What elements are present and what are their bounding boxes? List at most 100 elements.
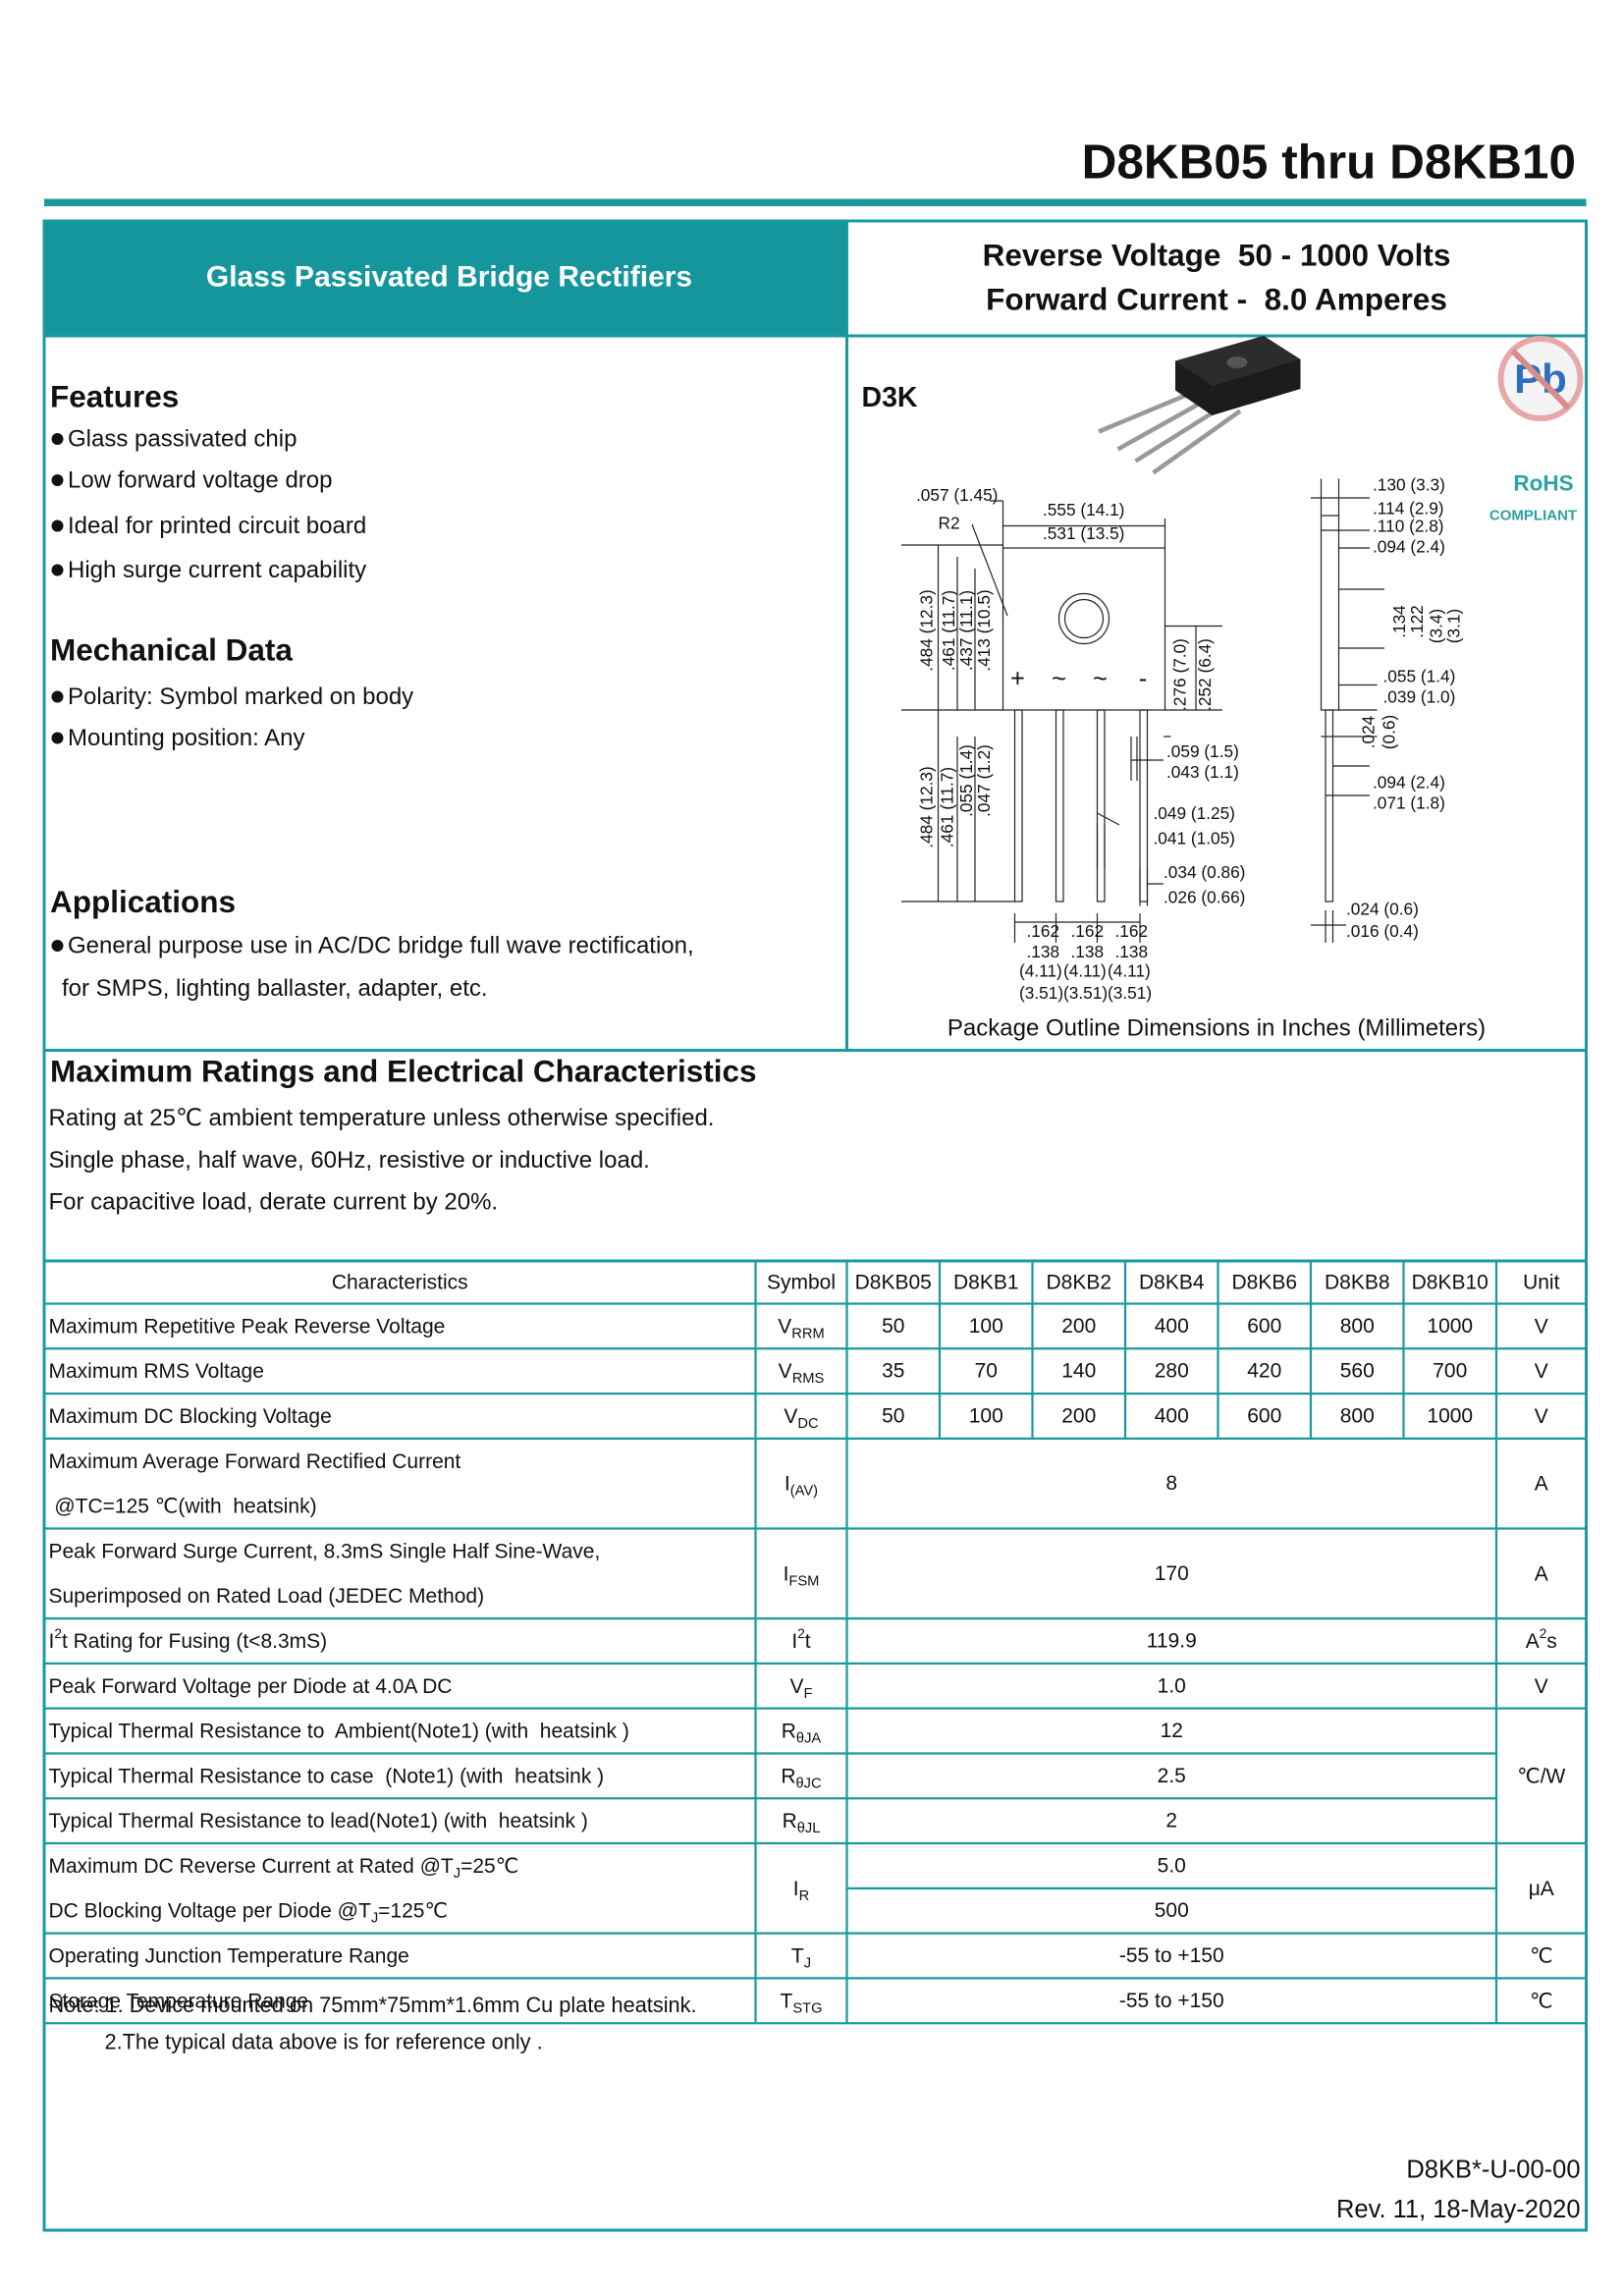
dim-lines (971, 500, 1166, 617)
characteristic: Maximum DC Blocking Voltage (49, 1404, 332, 1427)
bullet (51, 433, 64, 445)
bullet (51, 690, 64, 703)
doc-title: D8KB05 thru D8KB10 (1082, 136, 1576, 190)
text-run: 2 (1540, 1626, 1547, 1641)
text-run: (AV) (790, 1484, 818, 1500)
table-value: 200 (1061, 1404, 1096, 1427)
dimension-label: .024 (1359, 715, 1379, 748)
pin-outline (1139, 709, 1149, 902)
text-run: T (780, 1990, 792, 2012)
pin-mark: - (1139, 666, 1148, 693)
symbol: IFSM (784, 1562, 820, 1589)
unit: A (1535, 1472, 1548, 1495)
section-heading: Maximum Ratings and Electrical Character… (50, 1054, 757, 1089)
dimension-label: .130 (3.3) (1373, 475, 1445, 495)
dimension-label: .162 (1115, 921, 1149, 941)
table-value: 5.0 (1158, 1854, 1186, 1877)
text-run: I (784, 1562, 789, 1585)
dimension-label: .484 (12.3) (917, 589, 937, 671)
unit: ℃/W (1517, 1765, 1565, 1787)
text-run: V (1535, 1315, 1548, 1338)
table-header: D8KB8 (1325, 1271, 1390, 1293)
note: Note: 1. Device mounted on 75mm*75mm*1.6… (49, 1993, 697, 2017)
dimension-label: .134 (1389, 605, 1409, 638)
table-value: 400 (1155, 1315, 1189, 1338)
characteristic: Maximum Average Forward Rectified Curren… (49, 1449, 461, 1472)
text-run: =125℃ (378, 1899, 448, 1922)
table-header: Characteristics (332, 1271, 468, 1293)
dimension-label: .138 (1027, 942, 1060, 961)
table-value: 35 (882, 1360, 904, 1383)
bullet (51, 732, 64, 744)
table-value: 560 (1340, 1360, 1375, 1383)
text-run: STG (792, 2000, 822, 2016)
condition-line: Rating at 25℃ ambient temperature unless… (49, 1105, 715, 1131)
characteristic: Peak Forward Voltage per Diode at 4.0A D… (49, 1674, 453, 1697)
section-heading: Applications (50, 884, 236, 919)
table-value: 50 (882, 1404, 904, 1427)
pin-outline (1055, 709, 1064, 902)
dimension-label: .094 (2.4) (1373, 537, 1445, 557)
text-run: Maximum Repetitive Peak Reverse Voltage (49, 1315, 446, 1338)
text-run: Maximum RMS Voltage (49, 1360, 264, 1383)
text-run: R (783, 1810, 797, 1832)
dimension-label: .484 (12.3) (917, 766, 937, 847)
text-run: V (1535, 1404, 1548, 1427)
text-run: Maximum DC Reverse Current at Rated @T (49, 1854, 454, 1877)
table-value: 70 (975, 1360, 998, 1383)
dimension-label: .461 (11.7) (938, 767, 957, 847)
unit: ℃ (1530, 1990, 1553, 2012)
symbol: TJ (791, 1944, 811, 1972)
text-run: I (791, 1629, 797, 1652)
pin-mark: ~ (1093, 666, 1108, 693)
dimension-label: .413 (10.5) (974, 589, 994, 671)
list-item: High surge current capability (68, 557, 366, 583)
header-band (44, 221, 847, 336)
characteristic: Peak Forward Surge Current, 8.3mS Single… (49, 1540, 601, 1562)
table-value: 2.5 (1158, 1765, 1186, 1787)
condition-line: Single phase, half wave, 60Hz, resistive… (49, 1147, 650, 1174)
table-value: 800 (1340, 1404, 1375, 1427)
text-run: RRM (791, 1326, 824, 1341)
symbol: IR (793, 1877, 809, 1903)
dimension-label: .122 (1407, 605, 1427, 638)
pin-outline (1096, 709, 1106, 902)
dim-lines (1311, 478, 1384, 943)
outer-frame (42, 219, 1588, 2232)
unit: V (1535, 1360, 1548, 1383)
dimension-label: (3.4) (1427, 609, 1446, 643)
section-heading: Mechanical Data (50, 632, 293, 668)
characteristic: Superimposed on Rated Load (JEDEC Method… (49, 1585, 485, 1608)
dim-lines (1096, 625, 1222, 906)
list-item: for SMPS, lighting ballaster, adapter, e… (62, 975, 488, 1002)
text-run: ℃ (1530, 1990, 1553, 2012)
unit: A (1535, 1562, 1548, 1585)
text-run: A (1535, 1472, 1548, 1495)
side-outline (1320, 515, 1340, 711)
dimension-label: .043 (1.1) (1166, 762, 1239, 782)
dimension-label: .016 (0.4) (1346, 921, 1419, 941)
table-value: -55 to +150 (1119, 1944, 1224, 1967)
dimension-label: .026 (0.66) (1164, 888, 1245, 907)
table-value: 2 (1165, 1810, 1177, 1832)
text-run: θJL (797, 1821, 821, 1836)
dimension-labels: .057 (1.45) .555 (14.1) .531 (13.5) R2 .484 … (916, 475, 1464, 1004)
text-run: V (784, 1404, 797, 1427)
text-run: s (1546, 1629, 1557, 1652)
text-run: DC (797, 1416, 819, 1432)
text-run: I (793, 1877, 799, 1899)
list-item: Polarity: Symbol marked on body (68, 683, 413, 710)
text-run: A (1535, 1562, 1548, 1585)
section-heading: Features (50, 379, 179, 414)
dimension-label: .555 (14.1) (1043, 500, 1124, 519)
text-run: t Rating for Fusing (t<8.3mS) (62, 1629, 327, 1652)
unit: V (1535, 1404, 1548, 1427)
hole (1063, 598, 1105, 639)
dimension-label: (3.51) (1019, 983, 1063, 1003)
symbol: VRMS (779, 1360, 825, 1388)
bullet (51, 564, 64, 576)
text-run: A (1526, 1629, 1540, 1652)
text-run: Maximum Average Forward Rectified Curren… (49, 1449, 461, 1472)
text-run: R (782, 1720, 796, 1742)
